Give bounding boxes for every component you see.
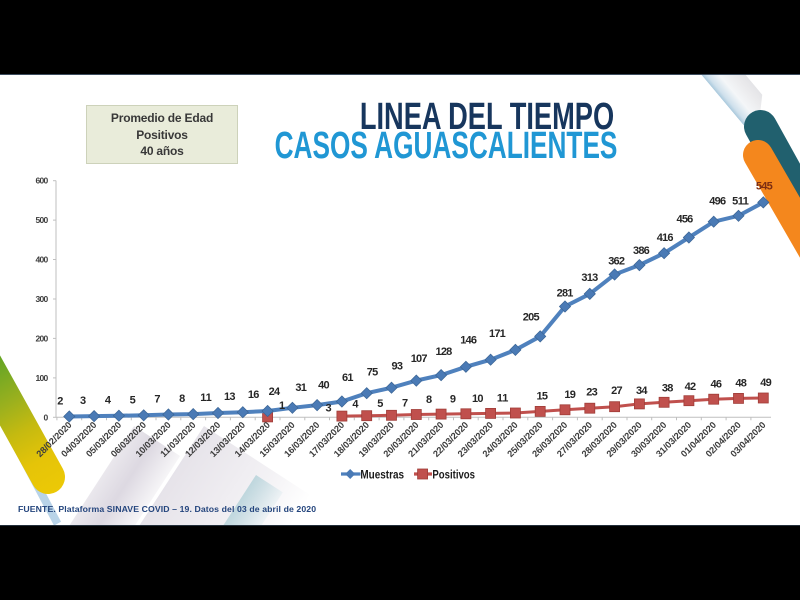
- svg-text:205: 205: [523, 311, 540, 323]
- svg-text:4: 4: [352, 398, 359, 410]
- svg-text:600: 600: [36, 176, 49, 186]
- svg-text:13: 13: [224, 391, 236, 403]
- svg-text:15: 15: [537, 391, 549, 403]
- svg-text:3: 3: [326, 403, 332, 415]
- svg-text:8: 8: [179, 393, 185, 405]
- svg-text:300: 300: [36, 294, 49, 304]
- svg-text:Muestras: Muestras: [360, 467, 404, 481]
- svg-text:23: 23: [586, 387, 598, 399]
- svg-text:46: 46: [711, 378, 723, 390]
- svg-text:24: 24: [269, 386, 281, 398]
- svg-text:171: 171: [489, 328, 506, 340]
- svg-text:1: 1: [279, 400, 285, 412]
- svg-text:38: 38: [662, 383, 674, 395]
- svg-text:27: 27: [611, 385, 623, 397]
- svg-text:400: 400: [36, 255, 49, 265]
- svg-text:386: 386: [633, 245, 650, 257]
- svg-text:2: 2: [57, 396, 63, 408]
- svg-text:5: 5: [377, 398, 383, 410]
- svg-text:545: 545: [756, 180, 773, 192]
- svg-text:3: 3: [80, 395, 86, 407]
- svg-text:75: 75: [367, 367, 379, 379]
- svg-text:496: 496: [709, 196, 726, 208]
- svg-text:362: 362: [608, 256, 625, 268]
- svg-text:4: 4: [105, 395, 112, 407]
- svg-text:9: 9: [450, 394, 456, 406]
- svg-text:100: 100: [36, 373, 49, 383]
- svg-text:5: 5: [130, 394, 136, 406]
- svg-text:61: 61: [342, 372, 354, 384]
- svg-text:200: 200: [36, 333, 49, 343]
- svg-text:107: 107: [411, 353, 428, 365]
- svg-text:49: 49: [760, 377, 772, 389]
- svg-text:16: 16: [248, 389, 260, 401]
- svg-text:128: 128: [436, 346, 453, 358]
- svg-text:93: 93: [392, 361, 404, 373]
- svg-text:281: 281: [557, 288, 574, 300]
- svg-text:7: 7: [154, 394, 160, 406]
- svg-text:8: 8: [426, 394, 432, 406]
- svg-text:19: 19: [564, 389, 576, 401]
- svg-text:0: 0: [43, 412, 48, 422]
- svg-text:146: 146: [460, 335, 477, 347]
- svg-text:313: 313: [581, 272, 598, 284]
- svg-text:11: 11: [497, 393, 509, 405]
- svg-text:511: 511: [732, 195, 749, 207]
- svg-text:Positivos: Positivos: [432, 467, 475, 481]
- svg-text:7: 7: [402, 398, 408, 410]
- svg-text:10: 10: [472, 393, 484, 405]
- svg-text:31: 31: [295, 382, 307, 394]
- svg-text:40: 40: [318, 380, 330, 392]
- svg-text:11: 11: [200, 392, 212, 404]
- svg-text:500: 500: [36, 215, 49, 225]
- svg-text:456: 456: [677, 214, 694, 226]
- svg-text:416: 416: [657, 232, 674, 244]
- svg-text:34: 34: [636, 385, 648, 397]
- svg-text:42: 42: [685, 381, 697, 393]
- svg-text:48: 48: [735, 378, 747, 390]
